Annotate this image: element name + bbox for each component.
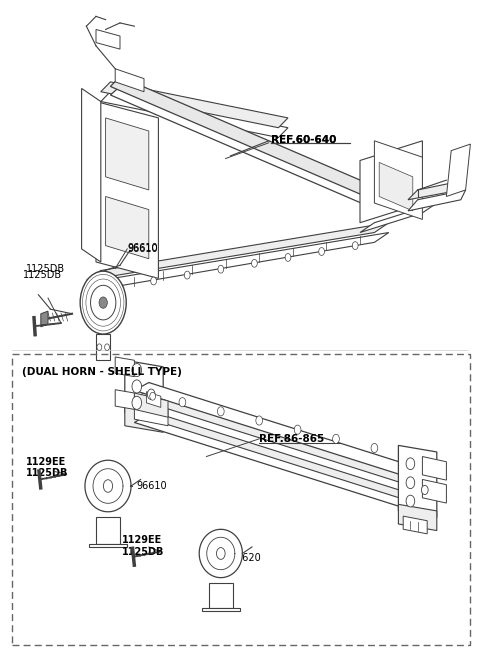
Polygon shape: [110, 77, 394, 204]
Text: REF.60-640: REF.60-640: [271, 134, 336, 145]
Circle shape: [216, 548, 225, 559]
Text: 1125DB: 1125DB: [122, 546, 165, 557]
Circle shape: [421, 485, 428, 495]
Polygon shape: [134, 398, 418, 491]
Circle shape: [103, 479, 113, 493]
Polygon shape: [125, 360, 163, 419]
Circle shape: [285, 253, 291, 261]
Polygon shape: [89, 544, 127, 547]
Polygon shape: [398, 445, 437, 517]
Polygon shape: [96, 517, 120, 544]
Circle shape: [80, 271, 126, 334]
Circle shape: [406, 495, 415, 507]
Circle shape: [406, 477, 415, 489]
Polygon shape: [403, 516, 427, 534]
Polygon shape: [209, 583, 233, 608]
Polygon shape: [106, 196, 149, 259]
Circle shape: [105, 344, 109, 350]
Polygon shape: [408, 190, 466, 211]
Polygon shape: [125, 406, 163, 432]
Polygon shape: [86, 223, 389, 280]
Circle shape: [371, 443, 378, 453]
Circle shape: [151, 277, 156, 285]
Circle shape: [217, 407, 224, 416]
Circle shape: [132, 396, 142, 409]
Text: 1125DB: 1125DB: [26, 468, 69, 478]
Polygon shape: [115, 69, 144, 92]
Circle shape: [252, 259, 257, 267]
Polygon shape: [134, 403, 168, 426]
Polygon shape: [101, 92, 288, 138]
Circle shape: [97, 344, 102, 350]
Polygon shape: [86, 233, 389, 291]
Polygon shape: [96, 334, 110, 360]
Polygon shape: [379, 162, 413, 211]
Polygon shape: [360, 203, 437, 233]
Polygon shape: [134, 383, 418, 476]
Polygon shape: [446, 144, 470, 196]
Polygon shape: [199, 529, 242, 578]
Polygon shape: [134, 390, 418, 483]
Circle shape: [179, 398, 186, 407]
Text: 1129EE: 1129EE: [122, 535, 163, 546]
Polygon shape: [134, 393, 168, 417]
Circle shape: [184, 271, 190, 279]
Text: 1125DB: 1125DB: [26, 263, 66, 274]
Polygon shape: [96, 102, 158, 278]
Text: REF.86-865: REF.86-865: [259, 434, 324, 444]
Text: (DUAL HORN - SHELL TYPE): (DUAL HORN - SHELL TYPE): [22, 367, 181, 377]
Text: 1129EE: 1129EE: [26, 457, 67, 467]
Polygon shape: [398, 504, 437, 531]
Polygon shape: [202, 608, 240, 611]
Circle shape: [256, 416, 263, 425]
Circle shape: [352, 242, 358, 250]
Polygon shape: [360, 141, 422, 223]
Circle shape: [99, 297, 108, 309]
Circle shape: [333, 434, 339, 443]
Circle shape: [147, 389, 155, 400]
Polygon shape: [422, 479, 446, 503]
Text: 96610: 96610: [127, 244, 158, 254]
Polygon shape: [85, 460, 131, 512]
Circle shape: [132, 380, 142, 393]
Text: 96620: 96620: [230, 553, 261, 563]
Polygon shape: [101, 82, 288, 128]
Text: 96610: 96610: [137, 481, 168, 491]
Text: 1125DB: 1125DB: [23, 270, 62, 280]
Polygon shape: [115, 357, 134, 377]
Circle shape: [294, 425, 301, 434]
Polygon shape: [110, 86, 394, 213]
Circle shape: [117, 283, 123, 291]
Circle shape: [150, 392, 156, 400]
Circle shape: [91, 286, 116, 320]
Circle shape: [319, 248, 324, 255]
Polygon shape: [422, 457, 446, 480]
Circle shape: [406, 458, 415, 470]
Polygon shape: [134, 406, 418, 499]
Polygon shape: [106, 118, 149, 190]
Text: REF.60-640: REF.60-640: [271, 134, 336, 145]
Polygon shape: [82, 88, 101, 262]
Text: 96610: 96610: [127, 242, 158, 253]
Circle shape: [132, 364, 142, 377]
Polygon shape: [134, 414, 418, 508]
Polygon shape: [374, 141, 422, 219]
Polygon shape: [115, 390, 134, 409]
Polygon shape: [96, 29, 120, 49]
Polygon shape: [41, 311, 48, 327]
Polygon shape: [146, 392, 161, 407]
Circle shape: [218, 265, 224, 273]
Polygon shape: [408, 180, 466, 200]
